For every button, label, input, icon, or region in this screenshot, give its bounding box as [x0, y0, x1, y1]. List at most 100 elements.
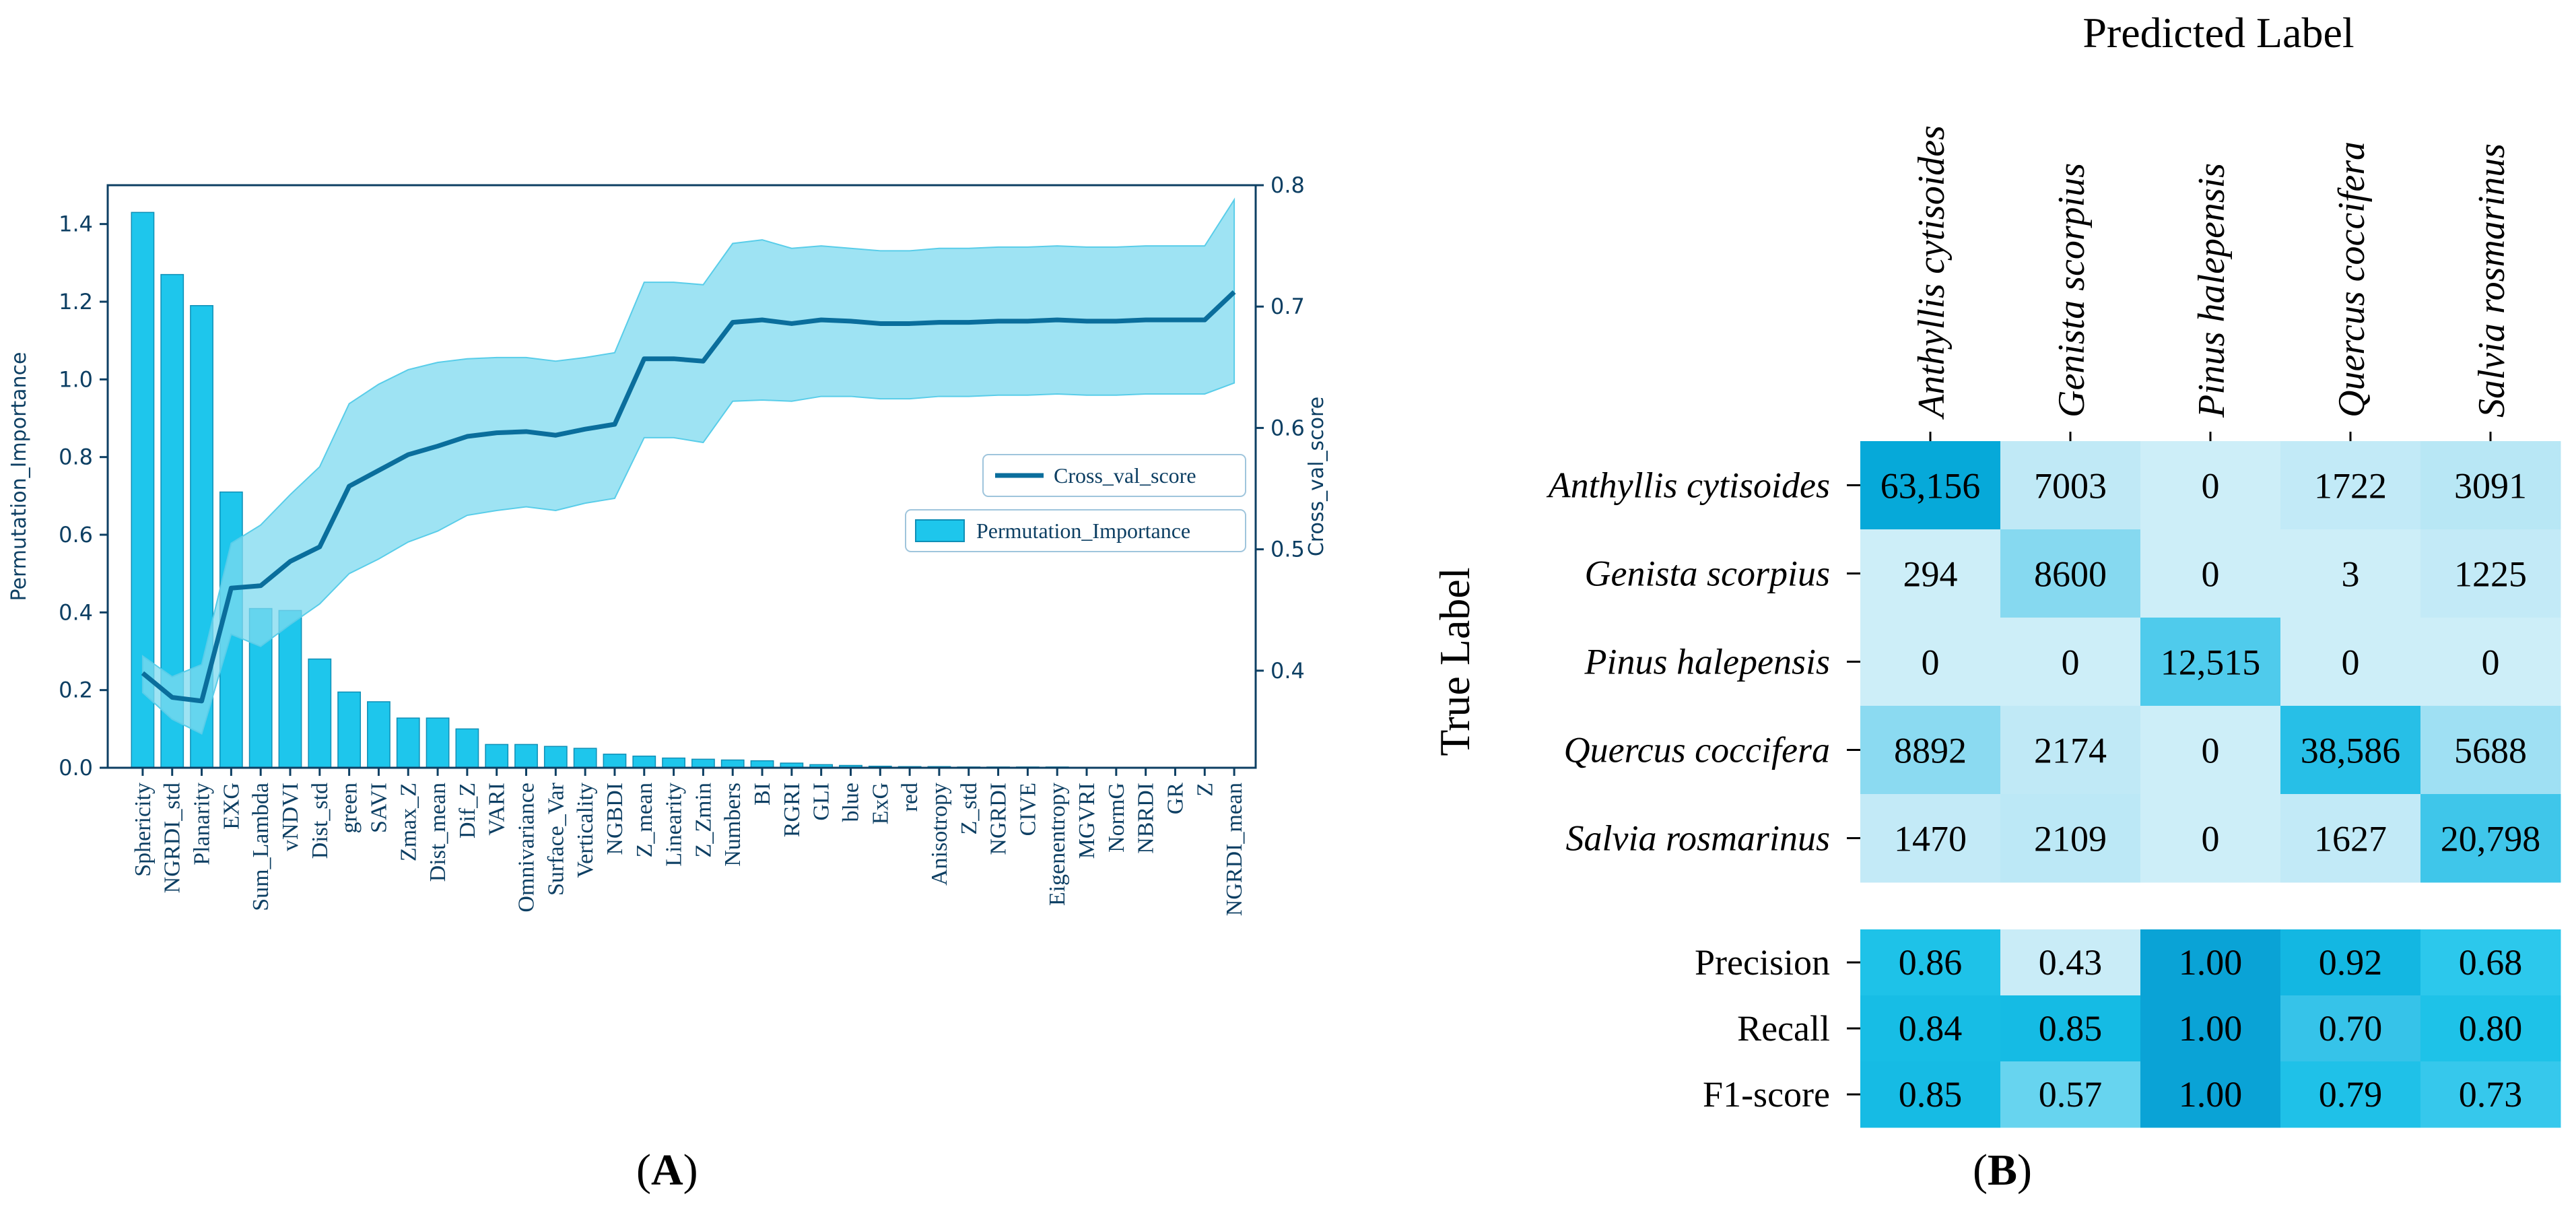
matrix-cell-value: 5688	[2454, 731, 2527, 771]
matrix-cell-value: 0	[2482, 643, 2500, 683]
legend-line-box	[982, 454, 1246, 497]
x-tick-label: Omnivariance	[514, 783, 539, 913]
matrix-cell	[2280, 794, 2421, 883]
metric-cell	[2000, 995, 2141, 1062]
x-tick-label: RGRI	[780, 783, 805, 837]
y-left-tick-label: 1.2	[59, 289, 93, 315]
x-tick-label: VARI	[485, 783, 510, 836]
metric-cell-value: 0.80	[2459, 1008, 2523, 1049]
x-tick-label: Z_Zmin	[691, 783, 716, 857]
matrix-cell	[2140, 706, 2281, 795]
matrix-cell-value: 8600	[2034, 554, 2107, 595]
row-header: Genista scorpius	[1585, 554, 1831, 594]
matrix-cell-value: 12,515	[2161, 643, 2261, 683]
matrix-cell-value: 0	[2342, 643, 2360, 683]
column-header: Pinus halepensis	[2191, 163, 2233, 418]
metric-row-label: Recall	[1737, 1008, 1830, 1049]
metric-cell-value: 0.92	[2319, 942, 2383, 983]
x-tick-label: Dist_mean	[426, 783, 450, 882]
y-right-axis-label: Cross_val_score	[1305, 397, 1328, 556]
y-right-tick-label: 0.4	[1270, 658, 1305, 684]
matrix-cell-value: 1470	[1894, 819, 1967, 859]
matrix-cell-value: 2109	[2034, 819, 2107, 859]
importance-bar	[278, 610, 302, 768]
x-tick-label: Numbers	[720, 783, 745, 867]
x-tick-label: Planarity	[190, 783, 215, 865]
importance-bar	[603, 754, 627, 768]
importance-bar	[691, 758, 715, 768]
column-header: Quercus coccifera	[2331, 141, 2373, 418]
x-tick-label: ExG	[868, 783, 893, 824]
row-header: Salvia rosmarinus	[1565, 818, 1830, 859]
matrix-cell	[1860, 794, 2001, 883]
x-tick-label: Zmax_Z	[396, 783, 421, 861]
matrix-cell	[2280, 441, 2421, 530]
caption-b: (B)	[1973, 1146, 2032, 1195]
x-tick-label: EXG	[219, 783, 244, 830]
y-left-tick-label: 1.0	[59, 366, 93, 392]
matrix-cell	[2140, 529, 2281, 618]
metric-cell-value: 0.57	[2039, 1074, 2103, 1115]
y-left-tick-label: 0.8	[59, 444, 93, 470]
metric-cell-value: 0.86	[1899, 942, 1963, 983]
matrix-cell-value: 294	[1903, 554, 1958, 595]
matrix-cell-value: 63,156	[1880, 466, 1981, 506]
matrix-cell	[2420, 706, 2561, 795]
matrix-cell-value: 7003	[2034, 466, 2107, 506]
matrix-cell	[2280, 529, 2421, 618]
matrix-cell-value: 1627	[2314, 819, 2387, 859]
metric-cell-value: 0.85	[2039, 1008, 2103, 1049]
x-tick-label: Z_mean	[632, 783, 657, 857]
x-tick-label: MGVRI	[1075, 783, 1099, 859]
matrix-cell	[2000, 794, 2141, 883]
x-tick-label: BI	[750, 783, 775, 805]
importance-bar	[543, 746, 568, 768]
importance-bar	[750, 760, 774, 768]
importance-bar	[573, 748, 597, 768]
x-tick-label: Sphericity	[131, 783, 156, 877]
importance-bar	[426, 717, 450, 768]
metric-cell-value: 0.85	[1899, 1074, 1963, 1115]
x-tick-label: NBRDI	[1134, 783, 1159, 854]
x-tick-label: SAVI	[366, 783, 391, 833]
matrix-cell-value: 1722	[2314, 466, 2387, 506]
plot-frame	[106, 184, 1257, 769]
x-tick-label: Sum_Lambda	[248, 783, 273, 911]
x-axis-title: Predicted Label	[2082, 9, 2354, 57]
matrix-cell	[2000, 441, 2141, 530]
x-tick-label: NGRDI_std	[160, 783, 185, 893]
row-header: Pinus halepensis	[1584, 642, 1830, 682]
x-tick-label: blue	[838, 783, 863, 822]
y-left-tick-label: 1.4	[59, 211, 93, 237]
x-tick-label: NormG	[1104, 783, 1129, 853]
y-left-axis-label: Permutation_Importance	[7, 352, 31, 601]
metric-cell	[1860, 1061, 2001, 1128]
importance-bar	[396, 717, 420, 768]
matrix-cell-value: 0	[2062, 643, 2080, 683]
matrix-cell	[1860, 706, 2001, 795]
x-tick-label: Eigenentropy	[1045, 783, 1070, 906]
importance-bar	[514, 744, 538, 768]
matrix-cell-value: 3	[2342, 554, 2360, 595]
legend-line-label: Cross_val_score	[1054, 463, 1196, 488]
metric-cell	[2280, 995, 2421, 1062]
column-header: Genista scorpius	[2051, 163, 2093, 418]
x-tick-label: CIVE	[1015, 783, 1040, 836]
metric-cell	[2000, 929, 2141, 996]
metric-cell-value: 0.68	[2459, 942, 2523, 983]
cv-score-band	[141, 197, 1235, 735]
matrix-cell-value: 0	[2202, 731, 2220, 771]
row-header: Anthyllis cytisoides	[1547, 465, 1830, 506]
x-tick-label: NGRDI	[986, 783, 1011, 855]
metric-cell	[1860, 929, 2001, 996]
matrix-cell	[2420, 441, 2561, 530]
matrix-cell	[1860, 618, 2001, 706]
metric-cell-value: 0.43	[2039, 942, 2103, 983]
y-right-tick-label: 0.8	[1270, 172, 1305, 198]
caption-a: (A)	[636, 1146, 698, 1195]
column-header: Anthyllis cytisoides	[1911, 125, 1953, 420]
y-right-tick-label: 0.5	[1270, 537, 1305, 562]
row-header: Quercus coccifera	[1564, 730, 1830, 770]
x-tick-label: green	[337, 783, 362, 834]
x-tick-label: Linearity	[662, 783, 687, 867]
